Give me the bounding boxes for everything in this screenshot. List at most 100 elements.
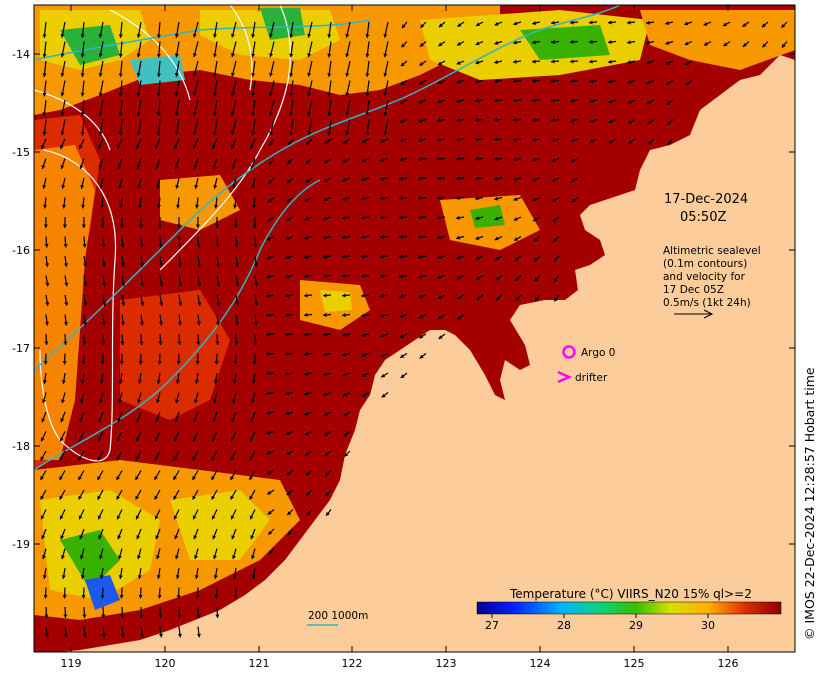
velocity-arrow bbox=[360, 254, 370, 259]
velocity-arrow bbox=[136, 528, 142, 540]
velocity-arrow bbox=[63, 314, 69, 326]
velocity-arrow bbox=[196, 236, 201, 248]
velocity-arrow bbox=[267, 177, 275, 185]
velocity-arrow bbox=[534, 275, 541, 282]
velocity-arrow bbox=[139, 606, 144, 619]
velocity-arrow bbox=[252, 197, 257, 209]
velocity-arrow bbox=[174, 80, 180, 97]
velocity-arrow bbox=[398, 215, 408, 220]
velocity-arrow bbox=[532, 21, 541, 26]
velocity-arrow bbox=[136, 411, 142, 423]
velocity-arrow bbox=[98, 158, 104, 170]
velocity-arrow bbox=[307, 80, 313, 97]
velocity-arrow bbox=[456, 235, 465, 240]
velocity-arrow bbox=[365, 41, 370, 58]
velocity-arrow bbox=[341, 293, 351, 298]
velocity-arrow bbox=[323, 411, 332, 417]
velocity-arrow bbox=[118, 80, 123, 97]
velocity-arrow bbox=[284, 293, 294, 298]
velocity-arrow bbox=[742, 21, 750, 28]
velocity-arrow bbox=[80, 60, 85, 77]
velocity-arrow bbox=[265, 391, 275, 396]
velocity-arrow bbox=[172, 470, 180, 481]
velocity-arrow bbox=[138, 587, 143, 599]
velocity-arrow bbox=[341, 235, 351, 240]
velocity-arrow bbox=[268, 158, 275, 165]
velocity-arrow bbox=[379, 254, 389, 259]
velocity-arrow bbox=[646, 99, 655, 105]
velocity-arrow bbox=[251, 99, 256, 116]
velocity-arrow bbox=[284, 332, 294, 337]
velocity-arrow bbox=[742, 41, 750, 48]
velocity-arrow bbox=[647, 138, 655, 145]
velocity-arrow bbox=[45, 255, 50, 267]
velocity-arrow bbox=[61, 177, 66, 189]
velocity-arrow bbox=[513, 157, 522, 162]
velocity-arrow bbox=[380, 138, 389, 143]
velocity-arrow bbox=[269, 41, 275, 58]
velocity-arrow bbox=[81, 353, 86, 365]
velocity-arrow bbox=[379, 215, 389, 220]
velocity-arrow bbox=[437, 294, 446, 300]
velocity-arrow bbox=[115, 470, 123, 481]
velocity-arrow bbox=[494, 40, 503, 45]
velocity-arrow bbox=[456, 255, 465, 260]
velocity-arrow bbox=[154, 450, 161, 461]
velocity-arrow bbox=[417, 195, 427, 200]
velocity-arrow bbox=[121, 255, 126, 267]
colorbar-tick-label: 30 bbox=[701, 619, 715, 632]
velocity-arrow bbox=[456, 60, 465, 65]
velocity-arrow bbox=[173, 450, 180, 461]
velocity-arrow bbox=[40, 509, 47, 520]
velocity-arrow bbox=[212, 41, 218, 58]
velocity-arrow bbox=[343, 450, 351, 457]
velocity-arrow bbox=[570, 118, 579, 123]
velocity-arrow bbox=[248, 470, 256, 481]
velocity-arrow bbox=[118, 392, 123, 404]
velocity-arrow bbox=[627, 40, 636, 45]
velocity-arrow bbox=[98, 41, 104, 58]
velocity-arrow bbox=[513, 216, 522, 221]
velocity-arrow bbox=[119, 197, 124, 209]
velocity-arrow bbox=[685, 80, 693, 86]
velocity-arrow bbox=[646, 40, 655, 45]
legend-arrow bbox=[674, 309, 714, 319]
velocity-arrow bbox=[196, 606, 201, 619]
velocity-arrow bbox=[156, 21, 161, 38]
velocity-arrow bbox=[159, 294, 164, 306]
velocity-arrow bbox=[63, 626, 68, 638]
velocity-arrow bbox=[512, 117, 522, 122]
velocity-arrow bbox=[379, 274, 389, 279]
velocity-arrow bbox=[553, 294, 560, 302]
velocity-arrow bbox=[289, 21, 294, 38]
velocity-arrow bbox=[136, 60, 142, 77]
velocity-arrow bbox=[230, 509, 237, 520]
velocity-arrow bbox=[197, 275, 202, 287]
velocity-arrow bbox=[78, 509, 85, 520]
velocity-arrow bbox=[417, 176, 427, 181]
velocity-arrow bbox=[345, 21, 351, 38]
velocity-arrow bbox=[83, 255, 88, 267]
velocity-arrow bbox=[102, 294, 107, 306]
velocity-arrow bbox=[121, 275, 126, 287]
velocity-arrow bbox=[98, 60, 104, 77]
velocity-arrow bbox=[495, 294, 503, 301]
velocity-arrow bbox=[116, 138, 123, 150]
velocity-arrow bbox=[534, 294, 541, 302]
velocity-arrow bbox=[139, 626, 144, 638]
velocity-arrow bbox=[178, 275, 183, 287]
velocity-arrow bbox=[628, 138, 636, 145]
velocity-arrow bbox=[59, 509, 66, 520]
velocity-arrow bbox=[216, 255, 221, 267]
velocity-arrow bbox=[192, 489, 199, 500]
velocity-arrow bbox=[551, 138, 560, 143]
velocity-arrow bbox=[475, 60, 484, 65]
velocity-arrow bbox=[42, 80, 47, 97]
velocity-arrow bbox=[475, 40, 484, 46]
velocity-arrow bbox=[323, 235, 332, 240]
velocity-arrow bbox=[154, 509, 161, 520]
velocity-arrow bbox=[493, 157, 503, 162]
velocity-arrow bbox=[158, 626, 163, 638]
velocity-arrow bbox=[361, 177, 370, 182]
velocity-arrow bbox=[215, 314, 221, 326]
